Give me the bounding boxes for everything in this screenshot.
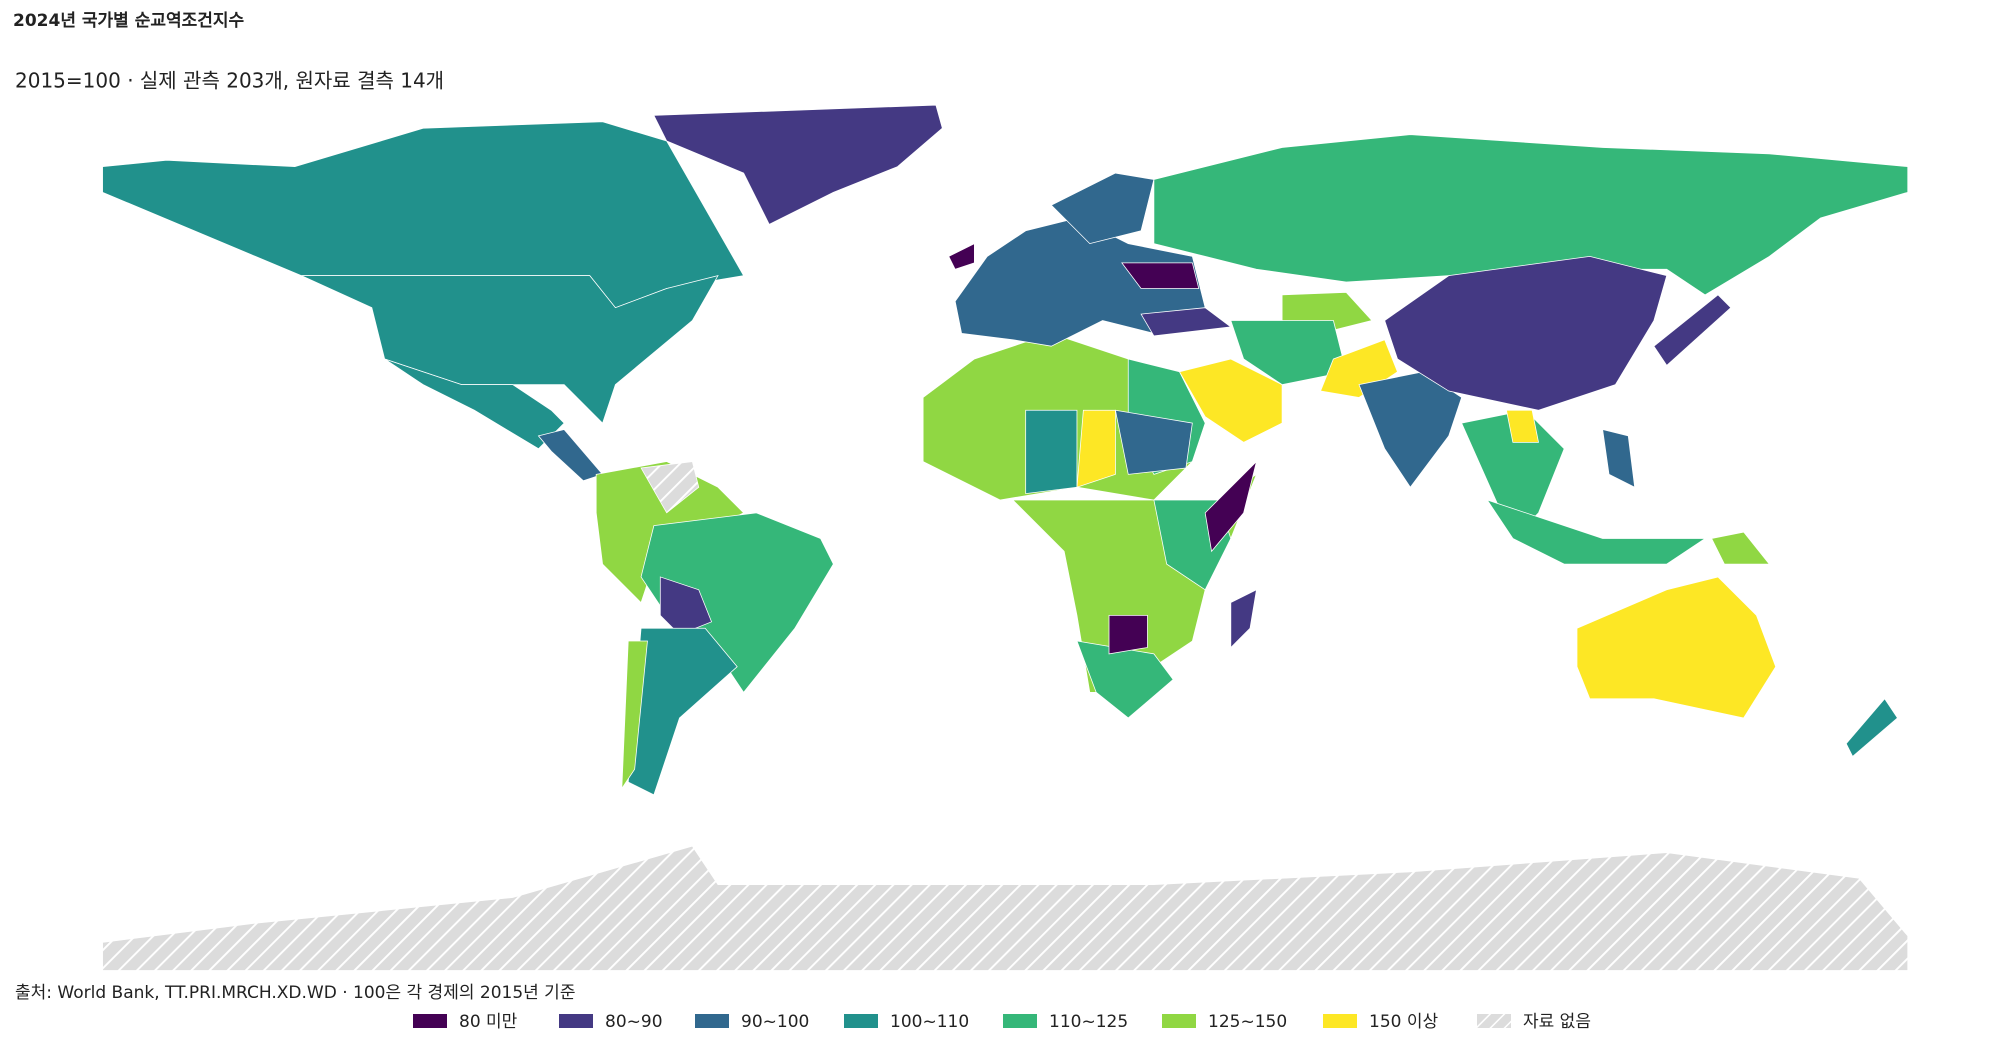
country: [384, 358, 565, 450]
country: [1505, 409, 1539, 443]
legend-swatch: [695, 1014, 729, 1028]
country: [1602, 428, 1636, 488]
legend-swatch: [1477, 1014, 1511, 1028]
legend-label: 80 미만: [459, 1012, 518, 1032]
country: [1711, 531, 1771, 565]
country: [1108, 615, 1148, 655]
legend-swatch: [413, 1014, 447, 1028]
legend-swatch: [844, 1014, 878, 1028]
country: [1576, 576, 1777, 719]
map-title: 2024년 국가별 순교역조건지수: [13, 11, 245, 31]
country: [1050, 172, 1155, 245]
legend-label: 자료 없음: [1523, 1012, 1591, 1032]
country: [1153, 134, 1909, 296]
legend-label: 80~90: [605, 1012, 663, 1032]
legend-label: 125~150: [1208, 1012, 1287, 1032]
country: [1178, 358, 1283, 443]
country: [1204, 460, 1258, 553]
country: [1230, 589, 1257, 649]
legend-label: 90~100: [741, 1012, 809, 1032]
country: [1140, 307, 1232, 337]
world-map: [102, 104, 1909, 971]
legend-label: 100~110: [890, 1012, 969, 1032]
source-note: 출처: World Bank, TT.PRI.MRCH.XD.WD · 100은…: [15, 983, 575, 1003]
country: [1114, 409, 1193, 475]
country: [1845, 698, 1899, 758]
country: [640, 461, 700, 514]
country: [621, 640, 648, 790]
country: [1121, 262, 1200, 289]
country: [1230, 320, 1347, 386]
country: [1486, 499, 1707, 565]
legend-label: 110~125: [1049, 1012, 1128, 1032]
legend-swatch: [1162, 1014, 1196, 1028]
country: [653, 104, 943, 225]
country: [1025, 409, 1078, 495]
country: [102, 845, 1909, 971]
country: [1076, 409, 1116, 488]
map-subtitle: 2015=100 · 실제 관측 203개, 원자료 결측 14개: [15, 69, 444, 93]
country: [1384, 256, 1668, 411]
country: [948, 242, 975, 270]
country: [1653, 294, 1732, 366]
country: [640, 512, 834, 693]
legend-swatch: [1003, 1014, 1037, 1028]
country: [1076, 640, 1174, 719]
legend-swatch: [1323, 1014, 1357, 1028]
legend-swatch: [559, 1014, 593, 1028]
country: [537, 429, 604, 482]
legend: 80 미만 80~90 90~100 100~110 110~125 125~150 150…: [413, 1012, 1591, 1032]
legend-label: 150 이상: [1369, 1012, 1438, 1032]
